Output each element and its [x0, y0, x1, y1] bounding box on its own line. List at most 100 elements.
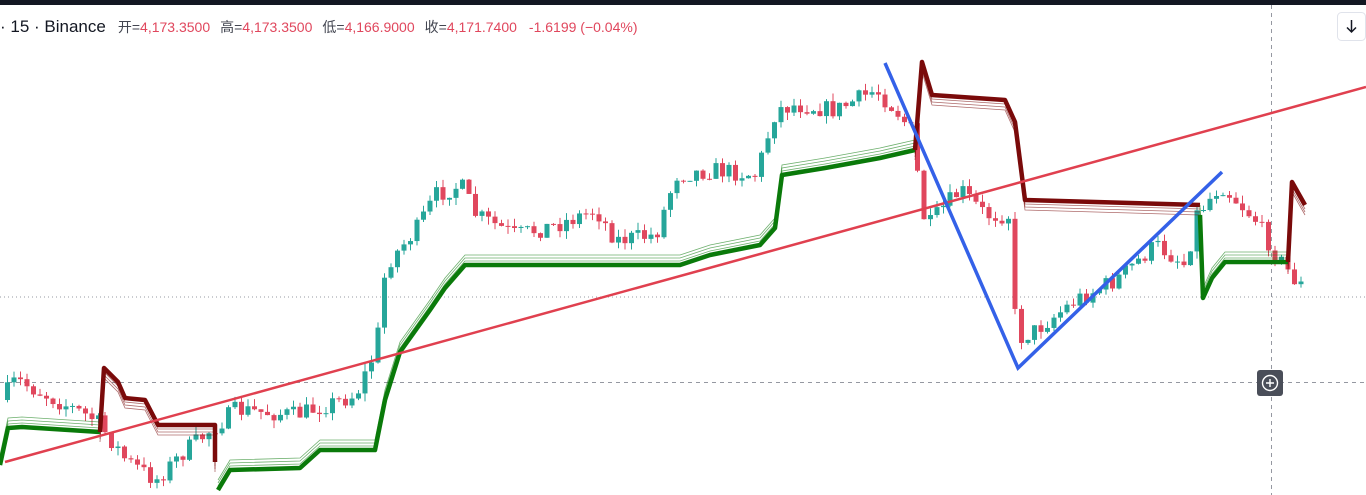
candle	[505, 225, 511, 227]
candle	[154, 479, 160, 483]
candle	[232, 401, 238, 408]
candle	[889, 107, 894, 111]
candle	[746, 175, 751, 179]
candle	[512, 226, 517, 228]
ohlc-label: 高=	[220, 19, 243, 35]
candle	[1240, 203, 1245, 211]
add-button[interactable]	[1257, 370, 1283, 396]
candle	[1220, 195, 1226, 197]
candle	[629, 232, 634, 244]
candle	[421, 211, 426, 220]
band-line	[217, 139, 916, 481]
symbol: · 15 · Binance	[0, 17, 106, 36]
candle	[18, 377, 23, 380]
supertrend-line	[1197, 214, 1288, 301]
candle	[414, 219, 420, 242]
candle	[76, 405, 82, 409]
candle	[590, 213, 595, 215]
candle	[200, 434, 205, 440]
candle	[336, 398, 342, 400]
candle	[11, 377, 17, 383]
candle	[1051, 317, 1057, 328]
candle	[50, 398, 56, 405]
candle	[1253, 216, 1258, 222]
candle	[310, 404, 316, 413]
candle	[466, 179, 472, 194]
candle	[284, 409, 290, 415]
candle	[811, 111, 816, 114]
candle	[1006, 218, 1011, 224]
candle	[1064, 304, 1070, 313]
candle	[440, 187, 446, 200]
indicator-lines	[0, 59, 1307, 492]
candle	[1019, 308, 1024, 343]
candle	[843, 102, 849, 107]
candle	[44, 395, 49, 399]
candle	[752, 175, 758, 177]
candle	[1136, 258, 1141, 264]
candle	[570, 219, 576, 225]
band-line	[99, 374, 216, 469]
candle	[401, 244, 407, 251]
candle	[583, 213, 589, 215]
candle	[356, 393, 361, 399]
candle	[1058, 312, 1063, 318]
supertrend-line	[216, 147, 916, 492]
candle	[954, 192, 959, 198]
candle	[317, 412, 322, 415]
candle	[1279, 256, 1284, 262]
candles	[5, 83, 1304, 489]
candle	[791, 105, 797, 113]
candle	[369, 362, 374, 372]
candle	[83, 408, 88, 414]
candle	[538, 233, 543, 238]
candle	[460, 179, 465, 189]
candle	[915, 123, 920, 171]
candle	[252, 406, 257, 410]
candle	[1123, 265, 1128, 275]
candle	[135, 459, 140, 465]
candle	[1181, 261, 1187, 266]
change: -1.6199 (−0.04%)	[528, 19, 638, 35]
ohlc-label: 低=	[322, 19, 345, 35]
candle	[863, 90, 868, 95]
candle	[1142, 258, 1148, 261]
trend-line	[4, 85, 1366, 464]
candle	[226, 407, 231, 429]
candle	[271, 415, 277, 421]
candle	[707, 178, 712, 180]
candle	[161, 479, 166, 481]
drawn-line	[883, 62, 1224, 372]
candle	[109, 432, 114, 449]
candle	[557, 224, 563, 232]
candle	[187, 439, 192, 460]
candle	[681, 180, 686, 182]
candle	[765, 138, 771, 153]
candle	[694, 170, 699, 181]
candle	[1298, 281, 1304, 285]
candle	[837, 102, 842, 117]
candle	[687, 180, 693, 182]
candle	[967, 186, 972, 194]
candle	[1012, 218, 1018, 309]
candle	[921, 170, 927, 220]
candle	[128, 458, 134, 460]
candle	[1207, 198, 1213, 211]
candle	[258, 409, 264, 412]
candle	[804, 112, 810, 114]
candle	[206, 433, 212, 440]
candle	[518, 226, 524, 228]
supertrend-line	[912, 59, 1201, 208]
candle	[733, 164, 738, 181]
candle	[1084, 293, 1089, 303]
candle	[993, 218, 998, 221]
candle	[544, 223, 550, 238]
candle	[720, 163, 725, 177]
candle	[616, 236, 621, 243]
candle	[1110, 278, 1115, 289]
scroll-button[interactable]	[1337, 12, 1366, 41]
candle	[1266, 221, 1271, 251]
candle	[148, 467, 153, 483]
candle	[395, 250, 400, 268]
